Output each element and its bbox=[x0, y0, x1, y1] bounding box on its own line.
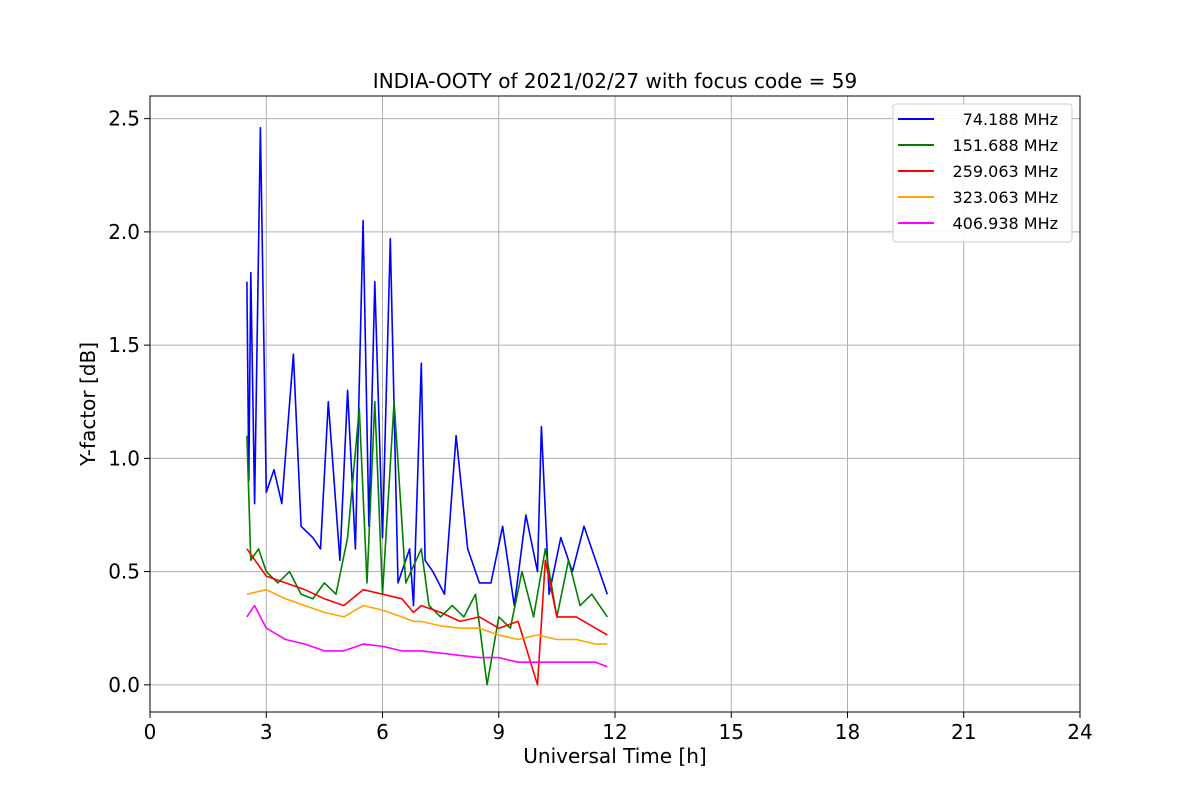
legend-label: 151.688 MHz bbox=[953, 136, 1058, 155]
x-tick-label: 15 bbox=[719, 720, 744, 744]
x-tick-label: 9 bbox=[492, 720, 505, 744]
x-tick-label: 12 bbox=[602, 720, 627, 744]
series-line-4 bbox=[246, 604, 608, 668]
legend: 74.188 MHz 151.688 MHz 259.063 MHz 323.063 … bbox=[892, 103, 1073, 243]
x-tick-label: 21 bbox=[951, 720, 976, 744]
legend-label: 406.938 MHz bbox=[953, 214, 1058, 233]
y-tick-label: 2.0 bbox=[108, 220, 140, 244]
legend-box bbox=[892, 103, 1073, 243]
x-tick-label: 6 bbox=[376, 720, 389, 744]
y-tick-label: 2.5 bbox=[108, 107, 140, 131]
x-tick-label: 24 bbox=[1067, 720, 1092, 744]
y-axis-label: Y-factor [dB] bbox=[76, 342, 100, 467]
series-line-0 bbox=[246, 126, 609, 607]
chart-title: INDIA-OOTY of 2021/02/27 with focus code… bbox=[373, 69, 857, 93]
x-axis-label: Universal Time [h] bbox=[523, 744, 706, 768]
y-axis-ticks: 0.0 0.5 1.0 1.5 2.0 2.5 bbox=[108, 107, 150, 697]
x-tick-label: 3 bbox=[260, 720, 273, 744]
y-tick-label: 0.0 bbox=[108, 673, 140, 697]
x-tick-label: 18 bbox=[835, 720, 860, 744]
legend-label: 323.063 MHz bbox=[953, 188, 1058, 207]
series-lines bbox=[246, 126, 609, 686]
y-tick-label: 0.5 bbox=[108, 560, 140, 584]
x-tick-label: 0 bbox=[144, 720, 157, 744]
y-tick-label: 1.0 bbox=[108, 446, 140, 470]
legend-label: 74.188 MHz bbox=[963, 110, 1058, 129]
series-line-2 bbox=[246, 548, 608, 686]
y-tick-label: 1.5 bbox=[108, 333, 140, 357]
legend-label: 259.063 MHz bbox=[953, 162, 1058, 181]
x-axis-ticks: 0 3 6 9 12 15 18 21 24 bbox=[144, 712, 1093, 744]
series-line-3 bbox=[246, 588, 608, 645]
series-line-1 bbox=[246, 400, 608, 686]
